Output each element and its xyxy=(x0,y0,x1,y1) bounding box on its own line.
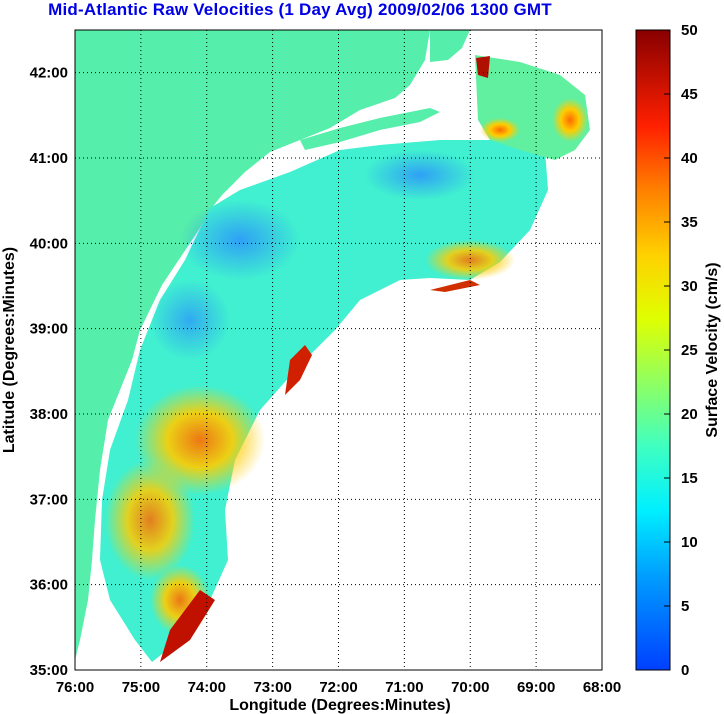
colorbar-tick-label: 20 xyxy=(681,406,698,423)
x-tick-label: 69:00 xyxy=(517,679,555,696)
long-island xyxy=(300,108,440,150)
x-axis-label: Longitude (Degrees:Minutes) xyxy=(229,697,450,714)
colorbar-tick-label: 15 xyxy=(681,470,698,487)
cape-cod xyxy=(430,30,470,62)
land-mass xyxy=(75,30,430,660)
y-tick-label: 40:00 xyxy=(30,235,68,252)
y-tick-label: 36:00 xyxy=(30,577,68,594)
colorbar-tick-label: 40 xyxy=(681,150,698,167)
colorbar-tick-label: 5 xyxy=(681,598,689,615)
x-tick-label: 71:00 xyxy=(385,679,423,696)
x-tick-label: 70:00 xyxy=(451,679,489,696)
x-tick-label: 76:00 xyxy=(56,679,94,696)
x-axis-ticks: 76:00 75:00 74:00 73:00 72:00 71:00 70:00 69:00… xyxy=(56,679,621,696)
y-tick-label: 37:00 xyxy=(30,491,68,508)
colorbar-tick-label: 25 xyxy=(681,342,698,359)
plot-frame xyxy=(74,29,603,671)
grid-lines xyxy=(75,30,602,670)
colorbar-tick-label: 45 xyxy=(681,86,698,103)
y-tick-label: 39:00 xyxy=(30,321,68,338)
y-axis-label: Latitude (Degrees:Minutes) xyxy=(1,247,18,453)
x-tick-label: 73:00 xyxy=(253,679,291,696)
chart-title: Mid-Atlantic Raw Velocities (1 Day Avg) … xyxy=(48,0,552,19)
colorbar-label: Surface Velocity (cm/s) xyxy=(704,262,721,437)
colorbar-tick-label: 35 xyxy=(681,214,698,231)
x-tick-label: 68:00 xyxy=(583,679,621,696)
y-axis-ticks: 35:00 36:00 37:00 38:00 39:00 40:00 41:00 42:00 xyxy=(30,65,68,679)
colorbar-tick-label: 30 xyxy=(681,278,698,295)
x-tick-label: 75:00 xyxy=(122,679,160,696)
colorbar-tick-label: 50 xyxy=(681,22,698,39)
colorbar-ticks: 0 5 10 15 20 25 30 35 40 45 50 xyxy=(664,22,698,679)
y-tick-label: 38:00 xyxy=(30,406,68,423)
y-tick-label: 41:00 xyxy=(30,150,68,167)
y-tick-label: 35:00 xyxy=(30,662,68,679)
colorbar-tick-label: 0 xyxy=(681,662,689,679)
x-tick-label: 74:00 xyxy=(188,679,226,696)
y-tick-label: 42:00 xyxy=(30,65,68,82)
colorbar-tick-label: 10 xyxy=(681,534,698,551)
velocity-field xyxy=(100,55,590,662)
x-tick-label: 72:00 xyxy=(319,679,357,696)
